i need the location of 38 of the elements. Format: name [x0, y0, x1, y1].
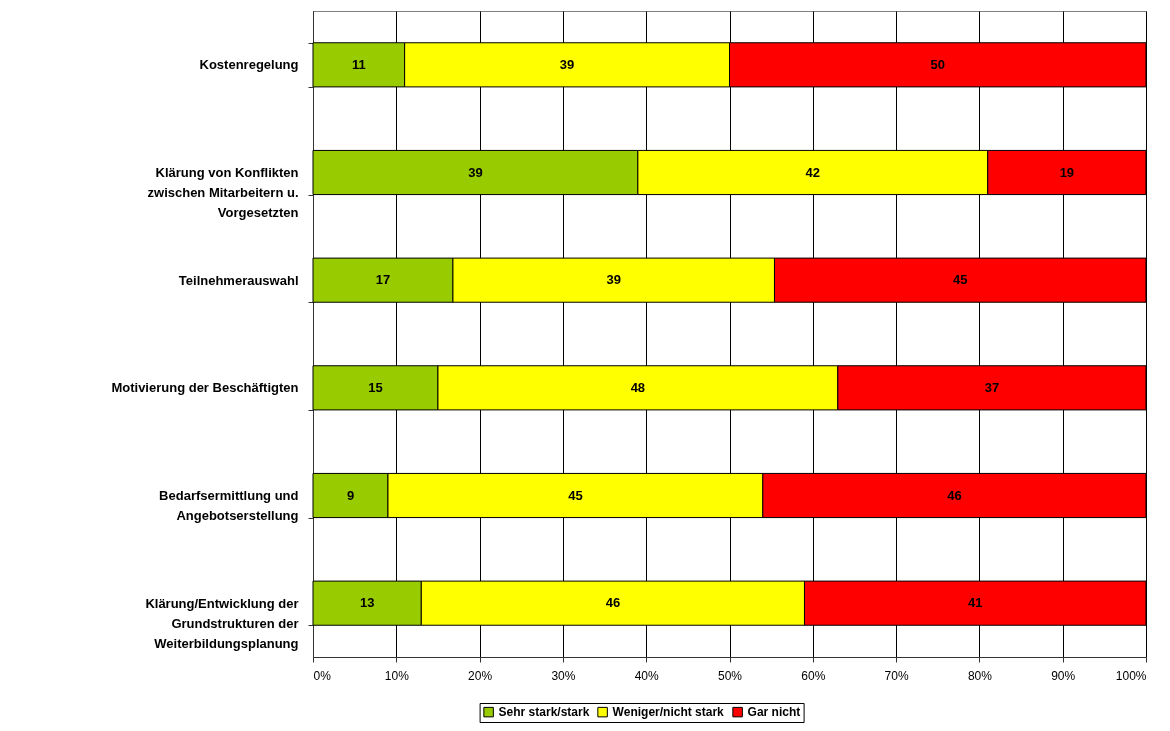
- x-tick-label: 60%: [801, 668, 826, 683]
- legend-label: Gar nicht: [747, 705, 801, 720]
- data-label: 46: [605, 595, 621, 611]
- data-label: 50: [930, 56, 945, 72]
- x-tick-label: 20%: [468, 668, 493, 683]
- y-tick-label: Bedarfsermittlung und Angebotserstellung: [159, 488, 299, 523]
- x-tick-label: 70%: [884, 668, 909, 683]
- data-label: 17: [375, 272, 391, 288]
- data-label: 37: [984, 379, 1000, 395]
- data-label: 45: [953, 272, 968, 288]
- x-tick-label: 90%: [1051, 668, 1076, 683]
- data-label: 11: [351, 56, 366, 72]
- legend-label: Weniger/nicht stark: [612, 705, 725, 720]
- x-tick-label: 10%: [384, 668, 410, 683]
- x-tick-label: 50%: [717, 668, 743, 683]
- data-label: 13: [359, 595, 375, 611]
- data-label: 39: [559, 56, 575, 72]
- y-tick-label: Kostenregelung: [199, 57, 299, 73]
- x-tick-label: 100%: [1115, 668, 1147, 683]
- y-tick-label: Klärung von Konflikten zwischen Mitarbeitern u. Vorgesetzten: [147, 165, 299, 220]
- data-label: 39: [468, 164, 483, 180]
- data-label: 45: [568, 487, 583, 503]
- data-label: 46: [947, 487, 962, 503]
- data-label: 42: [805, 164, 821, 180]
- x-tick-label: 0%: [313, 668, 332, 683]
- x-tick-label: 80%: [967, 668, 993, 683]
- data-label: 48: [630, 379, 646, 395]
- data-label: 9: [346, 487, 355, 503]
- data-label: 15: [368, 379, 383, 395]
- legend-label: Sehr stark/stark: [498, 705, 590, 720]
- data-label: 41: [968, 595, 983, 611]
- x-tick-label: 30%: [551, 668, 576, 683]
- y-tick-label: Motivierung der Beschäftigten: [111, 380, 299, 396]
- data-label: 39: [606, 272, 621, 288]
- y-tick-label: Klärung/Entwicklung der Grundstrukturen der Weiterbildungsplanung: [145, 595, 299, 651]
- data-label: 19: [1059, 164, 1075, 180]
- x-tick-label: 40%: [634, 668, 660, 683]
- y-tick-label: Teilnehmerauswahl: [178, 272, 299, 288]
